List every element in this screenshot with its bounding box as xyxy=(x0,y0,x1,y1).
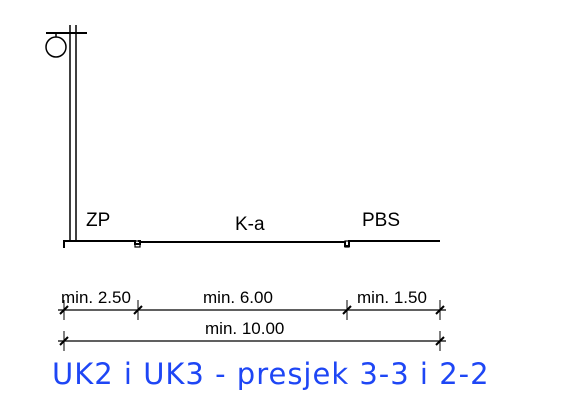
dimension-label-ka: min. 6.00 xyxy=(203,288,273,307)
dimension-line-total xyxy=(58,331,446,351)
dimension-line-segments xyxy=(58,300,446,320)
zone-label-zp: ZP xyxy=(86,210,110,231)
left-curb xyxy=(134,240,141,248)
section-caption: UK2 i UK3 - presjek 3-3 i 2-2 xyxy=(52,357,490,391)
zone-label-pbs: PBS xyxy=(362,210,400,231)
dimension-label-pbs: min. 1.50 xyxy=(357,288,427,307)
lamp-head xyxy=(45,36,67,58)
road-profile xyxy=(63,240,440,248)
right-curb xyxy=(344,240,350,248)
street-lamp-icon xyxy=(45,25,87,241)
dimension-label-zp: min. 2.50 xyxy=(61,288,131,307)
zone-label-ka: K-a xyxy=(235,214,265,235)
ground-line xyxy=(63,240,440,248)
dimension-label-total: min. 10.00 xyxy=(205,319,284,338)
